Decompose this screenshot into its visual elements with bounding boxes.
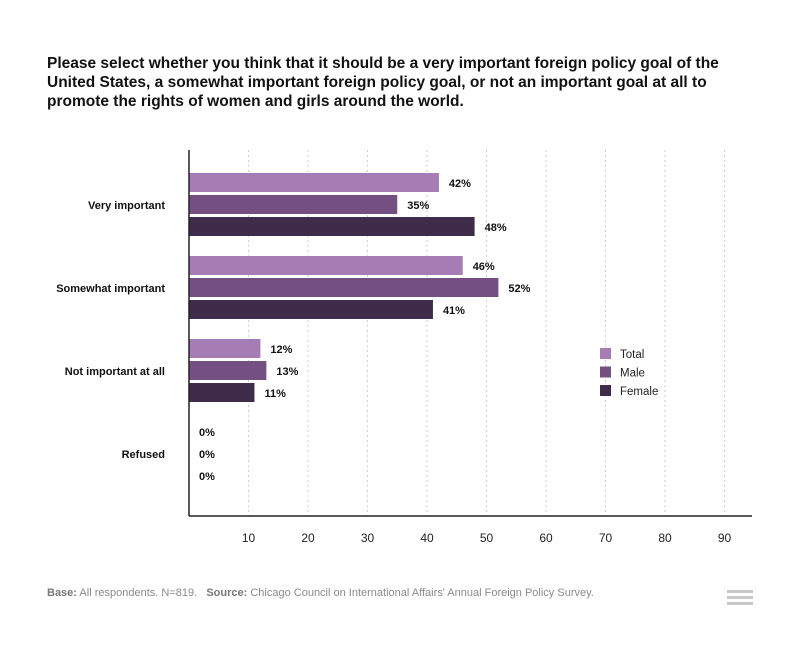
data-label: 0% <box>199 449 215 461</box>
data-label: 13% <box>276 366 298 378</box>
data-label: 46% <box>473 261 495 273</box>
data-label: 0% <box>199 427 215 439</box>
data-label: 0% <box>199 471 215 483</box>
bar-total-2 <box>189 339 261 358</box>
data-label: 35% <box>407 200 429 212</box>
data-label: 11% <box>264 388 286 400</box>
bar-total-0 <box>189 173 439 192</box>
legend-label: Female <box>620 386 658 398</box>
legend-label: Total <box>620 349 644 361</box>
tick-label: 50 <box>480 531 494 545</box>
bar-female-0 <box>189 217 475 236</box>
legend-swatch-female <box>600 385 611 396</box>
chart-title: Please select whether you think that it … <box>47 55 719 110</box>
bar-female-1 <box>189 300 433 319</box>
legend-label: Male <box>620 368 645 380</box>
tick-label: 60 <box>539 531 553 545</box>
legend-swatch-total <box>600 348 611 359</box>
bar-male-1 <box>189 278 499 297</box>
bar-chart: 42% 35% 48% Very important 46% 52% 41% Somewhat… <box>56 150 752 545</box>
data-label: 52% <box>508 283 530 295</box>
base-label: Base: <box>47 587 77 599</box>
bar-female-2 <box>189 383 255 402</box>
tick-label: 30 <box>361 531 375 545</box>
menu-icon[interactable] <box>727 590 753 610</box>
base-text: All respondents. N=819. <box>79 587 198 599</box>
source-text: Chicago Council on International Affairs… <box>250 587 594 599</box>
bar-male-2 <box>189 361 267 380</box>
legend-swatch-male <box>600 366 611 378</box>
footer-note: Base: All respondents. N=819. Source: Ch… <box>47 587 594 599</box>
category-label: Very important <box>88 200 165 212</box>
data-label: 42% <box>449 178 471 190</box>
tick-label: 90 <box>718 531 732 545</box>
data-label: 48% <box>485 222 507 234</box>
tick-label: 80 <box>658 531 672 545</box>
data-label: 41% <box>443 305 465 317</box>
category-label: Refused <box>122 449 165 461</box>
data-label: 12% <box>270 344 292 356</box>
source-label: Source: <box>206 587 248 599</box>
tick-label: 40 <box>420 531 434 545</box>
bar-male-0 <box>189 195 398 214</box>
bar-total-1 <box>189 256 463 275</box>
tick-label: 20 <box>301 531 315 545</box>
category-label: Not important at all <box>65 366 165 378</box>
tick-label: 70 <box>599 531 613 545</box>
category-label: Somewhat important <box>56 283 165 295</box>
tick-label: 10 <box>242 531 256 545</box>
